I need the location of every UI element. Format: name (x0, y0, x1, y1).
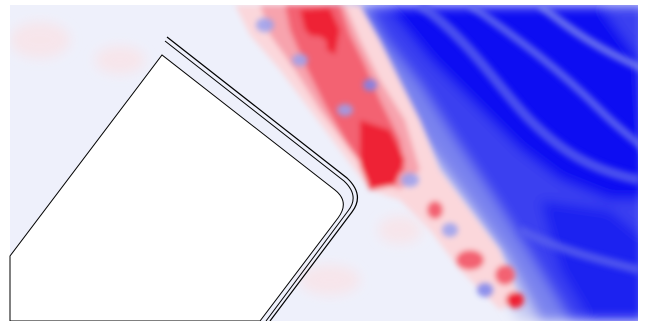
red-spot-b (495, 265, 515, 285)
thin-curved-plate-shape (166, 36, 358, 321)
square-body-shape (9, 54, 344, 321)
red-spot-e (303, 36, 327, 54)
field-layer (10, 5, 638, 321)
red-spot-a (456, 250, 484, 270)
deep-red-core-upper (300, 8, 340, 55)
thin-curved-plate-inner-edge (164, 40, 354, 321)
mixed-blotches (256, 18, 493, 297)
red-spot-d (427, 201, 443, 219)
red-spot-c (506, 292, 524, 308)
deep-red-core-lower (360, 120, 405, 190)
faint-positive-patches (10, 22, 422, 295)
blue-ridges (417, 5, 638, 275)
red-spot-f (325, 82, 345, 98)
